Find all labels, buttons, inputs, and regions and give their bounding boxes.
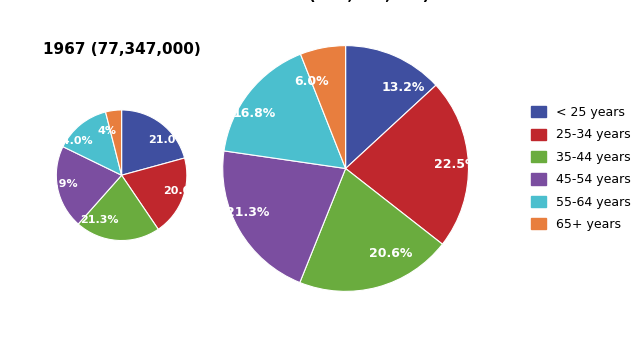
Wedge shape bbox=[346, 45, 436, 168]
Wedge shape bbox=[301, 45, 346, 168]
Text: 6.0%: 6.0% bbox=[294, 75, 329, 88]
Text: 14.0%: 14.0% bbox=[55, 136, 93, 146]
Text: 13.2%: 13.2% bbox=[381, 81, 424, 94]
Text: 20.0%: 20.0% bbox=[163, 186, 202, 195]
Text: 22.5%: 22.5% bbox=[434, 158, 477, 172]
Wedge shape bbox=[122, 110, 184, 175]
Text: 21.0%: 21.0% bbox=[148, 135, 187, 145]
Wedge shape bbox=[300, 168, 442, 292]
Text: 21.3%: 21.3% bbox=[80, 215, 118, 224]
Title: 2017 (160,320,000): 2017 (160,320,000) bbox=[261, 0, 430, 3]
Text: 20.6%: 20.6% bbox=[369, 247, 412, 261]
Legend: < 25 years, 25-34 years, 35-44 years, 45-54 years, 55-64 years, 65+ years: < 25 years, 25-34 years, 35-44 years, 45… bbox=[531, 106, 630, 231]
Wedge shape bbox=[224, 54, 346, 168]
Text: 16.8%: 16.8% bbox=[233, 107, 276, 120]
Wedge shape bbox=[122, 158, 187, 229]
Wedge shape bbox=[223, 151, 346, 282]
Text: 21.3%: 21.3% bbox=[225, 206, 269, 219]
Text: 20.9%: 20.9% bbox=[40, 179, 78, 189]
Wedge shape bbox=[63, 112, 122, 175]
Text: 4%: 4% bbox=[97, 126, 116, 136]
Wedge shape bbox=[346, 85, 468, 244]
Wedge shape bbox=[56, 147, 122, 224]
Title: 1967 (77,347,000): 1967 (77,347,000) bbox=[43, 42, 200, 57]
Wedge shape bbox=[78, 175, 158, 241]
Wedge shape bbox=[106, 110, 122, 175]
